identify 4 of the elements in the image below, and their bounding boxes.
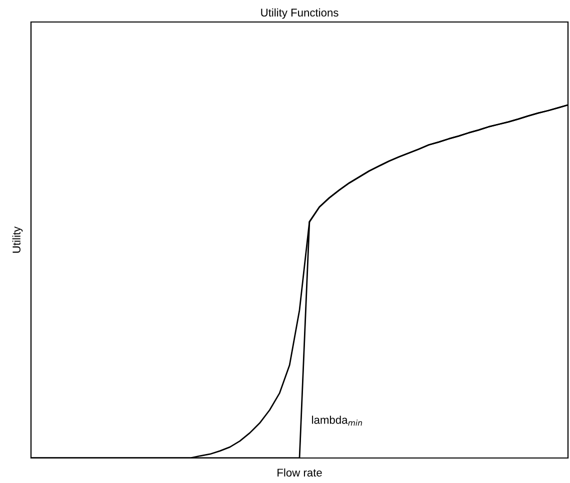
annotation: lambda$_{min}$	[312, 416, 362, 426]
x-axis-title: Flow rate	[278, 468, 322, 477]
y-axis-title: Utility	[12, 226, 23, 253]
chart-title: Utility Functions	[261, 8, 338, 19]
